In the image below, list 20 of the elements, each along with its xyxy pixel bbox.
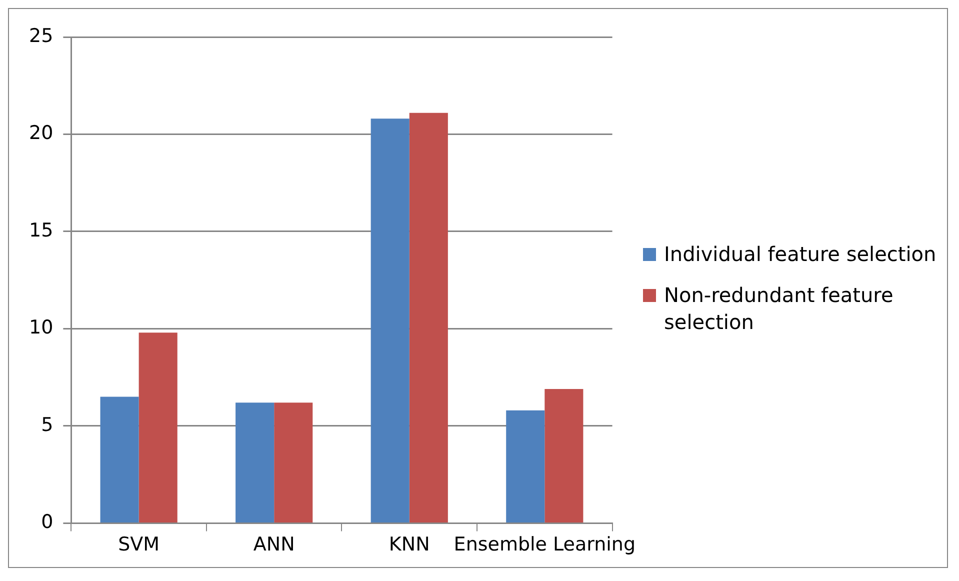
bar (506, 410, 545, 522)
y-tick-label: 15 (28, 219, 54, 242)
bar (100, 396, 139, 522)
bar (370, 118, 410, 522)
x-tick-label: SVM (118, 534, 160, 556)
bar (544, 389, 584, 522)
y-tick-label: 25 (28, 24, 54, 47)
y-tick-label: 10 (28, 316, 54, 339)
bar (138, 332, 178, 522)
y-tick-label: 20 (28, 122, 54, 144)
x-tick-label: Ensemble Learning (454, 534, 636, 556)
legend-label: Non-redundant feature selection (664, 282, 894, 336)
bar (409, 112, 448, 522)
legend-label: Individual feature selection (664, 240, 938, 268)
y-tick-label: 5 (41, 414, 54, 436)
y-tick-label: 0 (41, 511, 54, 534)
bar (274, 402, 313, 522)
x-tick-label: ANN (253, 534, 295, 556)
x-tick-label: KNN (388, 534, 430, 556)
bar (236, 402, 274, 522)
